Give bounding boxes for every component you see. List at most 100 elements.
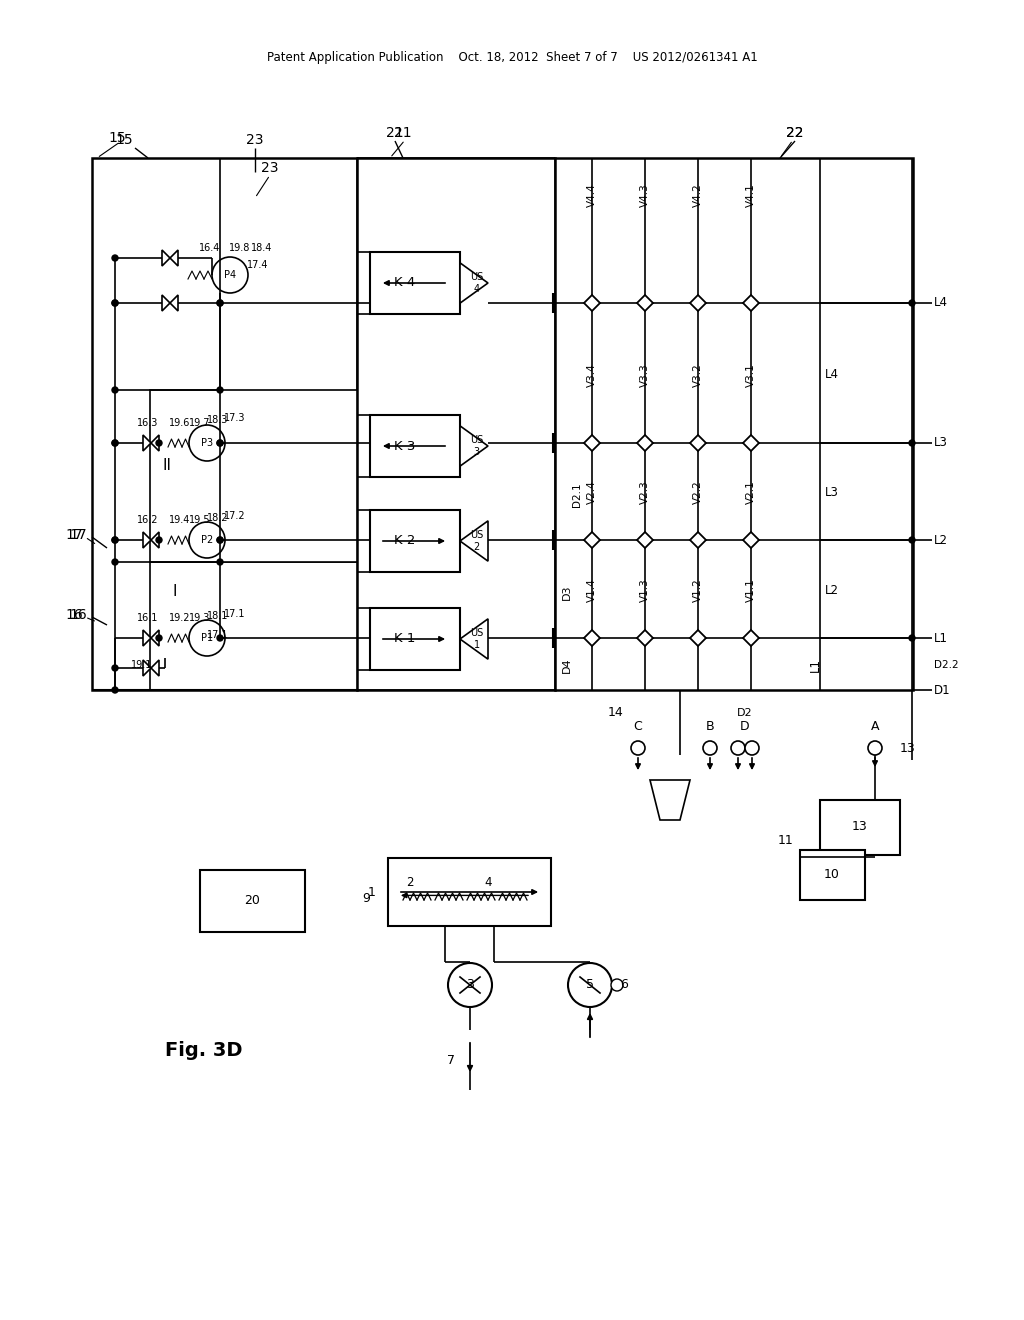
Text: 22: 22 (786, 125, 804, 140)
Text: 3: 3 (466, 978, 474, 991)
Text: V1.3: V1.3 (640, 578, 650, 602)
Polygon shape (143, 660, 151, 676)
Text: 15: 15 (108, 131, 126, 145)
Text: 23: 23 (261, 161, 279, 176)
Text: L2: L2 (825, 583, 839, 597)
Text: V2.2: V2.2 (693, 480, 703, 504)
Circle shape (112, 440, 118, 446)
Circle shape (112, 255, 118, 261)
Polygon shape (460, 619, 488, 659)
Text: V1.4: V1.4 (587, 578, 597, 602)
Text: D3: D3 (562, 585, 572, 599)
Text: 19.6: 19.6 (169, 418, 190, 428)
Text: 17.3: 17.3 (224, 413, 246, 422)
Text: 16.4: 16.4 (200, 243, 221, 253)
Text: K 4: K 4 (393, 276, 415, 289)
Text: V4.4: V4.4 (587, 183, 597, 207)
Circle shape (745, 741, 759, 755)
Text: 16.1: 16.1 (137, 612, 159, 623)
Polygon shape (460, 426, 488, 466)
Text: V3.1: V3.1 (746, 363, 756, 387)
Polygon shape (743, 532, 759, 548)
Text: V1.1: V1.1 (746, 578, 756, 602)
Text: 18.3: 18.3 (207, 414, 228, 425)
Polygon shape (460, 521, 488, 561)
Text: 18.4: 18.4 (251, 243, 272, 253)
Circle shape (217, 537, 223, 543)
Polygon shape (690, 532, 706, 548)
Bar (200, 870, 305, 932)
Text: L3: L3 (934, 437, 948, 450)
Text: P3: P3 (201, 438, 213, 447)
Text: 14: 14 (607, 706, 623, 719)
Text: 16: 16 (70, 609, 87, 622)
Text: A: A (870, 719, 880, 733)
Text: L1: L1 (809, 657, 821, 672)
Circle shape (642, 300, 648, 306)
Bar (370, 414, 460, 477)
Text: US
1: US 1 (470, 628, 483, 649)
Circle shape (112, 537, 118, 543)
Text: V4.3: V4.3 (640, 183, 650, 207)
Circle shape (217, 537, 223, 543)
Text: 4: 4 (484, 876, 492, 890)
Text: 19.4: 19.4 (169, 515, 190, 525)
Text: II: II (163, 458, 171, 473)
Text: 2: 2 (407, 876, 414, 890)
Text: V2.3: V2.3 (640, 480, 650, 504)
Polygon shape (584, 436, 600, 451)
Polygon shape (743, 294, 759, 312)
Circle shape (695, 635, 701, 642)
Circle shape (748, 537, 754, 543)
Text: L4: L4 (934, 297, 948, 309)
Text: 17.1: 17.1 (207, 630, 228, 640)
Circle shape (217, 300, 223, 306)
Text: P2: P2 (201, 535, 213, 545)
Polygon shape (162, 249, 170, 267)
Text: L3: L3 (825, 486, 839, 499)
Polygon shape (584, 294, 600, 312)
Circle shape (112, 686, 118, 693)
Text: L4: L4 (825, 368, 839, 381)
Polygon shape (584, 532, 600, 548)
Circle shape (589, 440, 595, 446)
Polygon shape (143, 436, 151, 451)
Bar (150, 562, 357, 690)
Text: 23: 23 (246, 133, 264, 147)
Text: K 3: K 3 (393, 440, 415, 453)
Circle shape (112, 537, 118, 543)
Text: D1: D1 (934, 684, 950, 697)
Text: V3.2: V3.2 (693, 363, 703, 387)
Circle shape (642, 440, 648, 446)
Circle shape (212, 257, 248, 293)
Polygon shape (637, 630, 653, 645)
Circle shape (112, 558, 118, 565)
Text: 7: 7 (447, 1053, 455, 1067)
Circle shape (589, 537, 595, 543)
Polygon shape (460, 263, 488, 304)
Text: 6: 6 (620, 978, 628, 991)
Text: Patent Application Publication    Oct. 18, 2012  Sheet 7 of 7    US 2012/0261341: Patent Application Publication Oct. 18, … (266, 50, 758, 63)
Circle shape (217, 440, 223, 446)
Text: B: B (706, 719, 715, 733)
Circle shape (611, 979, 623, 991)
Circle shape (568, 964, 612, 1007)
Text: V2.4: V2.4 (587, 480, 597, 504)
Circle shape (189, 620, 225, 656)
Text: 13: 13 (900, 742, 915, 755)
Polygon shape (143, 630, 151, 645)
Text: Fig. 3D: Fig. 3D (165, 1040, 243, 1060)
Bar (388, 858, 551, 927)
Text: 17.4: 17.4 (247, 260, 268, 271)
Text: D2.2: D2.2 (934, 660, 958, 671)
Text: V2.1: V2.1 (746, 480, 756, 504)
Circle shape (909, 537, 915, 543)
Circle shape (748, 440, 754, 446)
Circle shape (217, 635, 223, 642)
Text: 13: 13 (852, 821, 868, 833)
Circle shape (695, 440, 701, 446)
Text: 19.7: 19.7 (189, 418, 211, 428)
Circle shape (217, 300, 223, 306)
Text: V4.2: V4.2 (693, 183, 703, 207)
Polygon shape (584, 630, 600, 645)
